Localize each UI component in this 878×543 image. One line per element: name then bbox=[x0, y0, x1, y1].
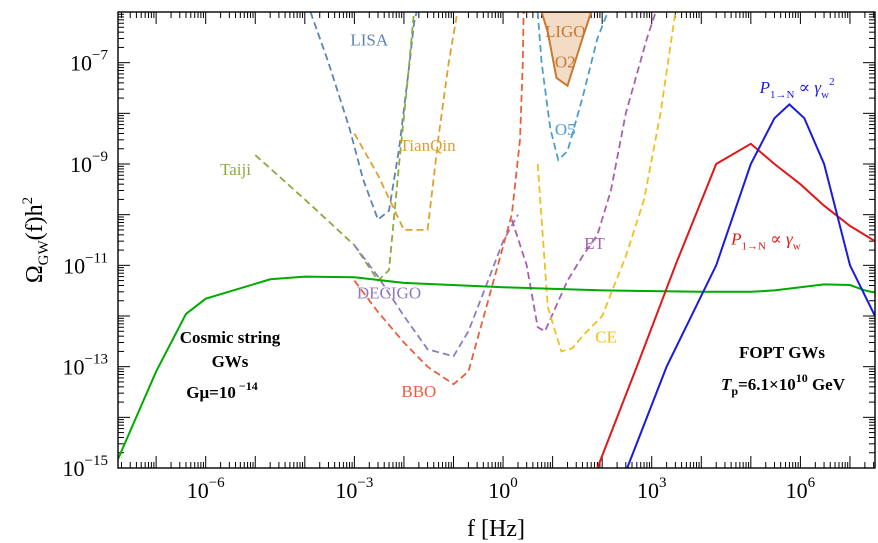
series-et bbox=[510, 12, 657, 333]
y-tick-labels: 10−7 10−9 10−11 10−13 10−15 bbox=[63, 48, 109, 481]
x-tick-label: 106 bbox=[786, 475, 816, 503]
label-fopt-gamma: P1→N ∝ γw bbox=[730, 229, 801, 252]
series-decigo bbox=[353, 214, 519, 358]
series-cosmic-string bbox=[118, 275, 875, 460]
label-lisa: LISA bbox=[350, 30, 389, 49]
x-tick-labels: 10−6 10−3 100 103 106 bbox=[187, 475, 816, 503]
label-taiji: Taiji bbox=[220, 160, 251, 179]
svg-text:Cosmic string: Cosmic string bbox=[180, 328, 281, 347]
y-tick-label: 10−15 bbox=[63, 453, 108, 481]
svg-text:Gμ=10 −14: Gμ=10 −14 bbox=[186, 379, 257, 402]
y-tick-label: 10−9 bbox=[70, 149, 108, 177]
curves bbox=[118, 12, 875, 468]
label-fopt-gamma-squared: P1→N ∝ γw2 bbox=[759, 76, 835, 101]
svg-text:Tp=6.1×1010 GeV: Tp=6.1×1010 GeV bbox=[721, 371, 846, 398]
axis-ticks bbox=[118, 11, 875, 469]
fopt-gws-label: FOPT GWs Tp=6.1×1010 GeV bbox=[721, 343, 846, 398]
x-tick-label: 10−6 bbox=[187, 475, 225, 503]
label-decigo: DECIGO bbox=[357, 284, 421, 303]
series-taiji bbox=[254, 12, 415, 282]
label-tianqin: TianQin bbox=[400, 136, 457, 155]
label-bbo: BBO bbox=[401, 382, 436, 401]
x-tick-label: 100 bbox=[488, 475, 518, 503]
svg-text:FOPT GWs: FOPT GWs bbox=[739, 343, 825, 362]
y-tick-label: 10−7 bbox=[70, 48, 108, 76]
series-o5 bbox=[536, 12, 609, 162]
y-tick-label: 10−11 bbox=[63, 250, 108, 278]
x-tick-label: 10−3 bbox=[335, 475, 373, 503]
series-fopt-gamma-squared bbox=[626, 103, 875, 468]
svg-text:GWs: GWs bbox=[212, 352, 249, 371]
x-tick-label: 103 bbox=[637, 475, 667, 503]
series-fopt-gamma bbox=[596, 142, 875, 468]
ligo-o2-region bbox=[540, 12, 593, 88]
label-o5: O5 bbox=[555, 120, 576, 139]
series-tianqin bbox=[353, 12, 459, 231]
label-ligo: LIGO bbox=[545, 22, 586, 41]
plot-frame bbox=[117, 11, 876, 469]
label-o2: O2 bbox=[555, 53, 576, 72]
series-bbo bbox=[353, 12, 525, 386]
x-axis-title: f [Hz] bbox=[467, 516, 525, 542]
curve-labels: LISA TianQin Taiji DECIGO BBO ET CE O5 LIGO O2 P1→… bbox=[220, 22, 835, 401]
label-et: ET bbox=[584, 234, 605, 253]
cosmic-string-label: Cosmic string GWs Gμ=10 −14 bbox=[180, 328, 281, 402]
label-ce: CE bbox=[595, 327, 617, 346]
y-tick-label: 10−13 bbox=[63, 352, 108, 380]
series-ce bbox=[536, 12, 677, 353]
y-axis-title: ΩGW(f)h2 bbox=[20, 197, 52, 283]
